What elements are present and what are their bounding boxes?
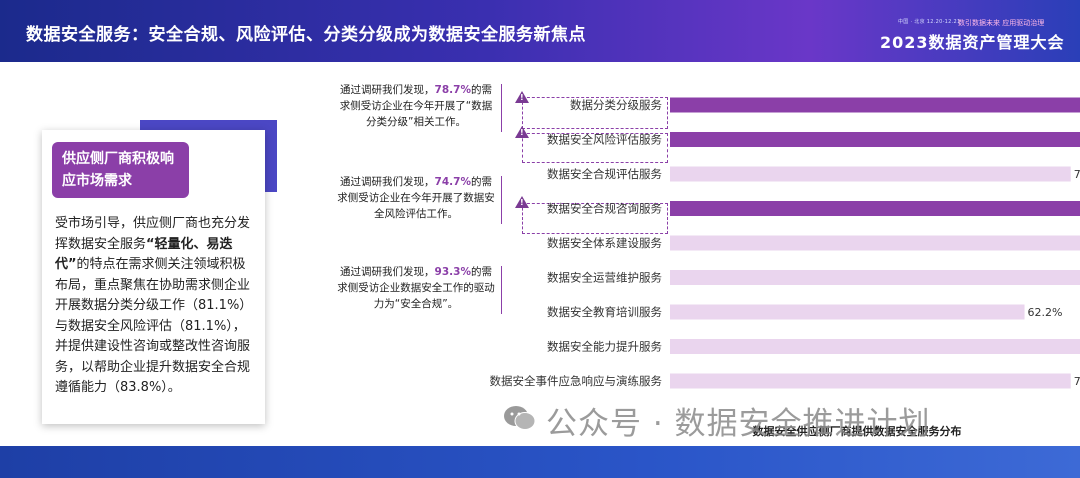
callout-3-value: 93.3%	[434, 266, 471, 278]
bar	[670, 339, 1080, 354]
chart-title: 数据安全供应侧厂商提供数据安全服务分布	[753, 424, 962, 438]
card-text-bold: “轻量化、易迭代”	[55, 236, 233, 273]
card-tag: 供应侧厂商积极响应市场需求	[52, 142, 189, 198]
category-label: 数据分类分级服务	[570, 98, 662, 112]
bar	[670, 235, 1080, 251]
callout-3-line	[501, 266, 502, 314]
bar	[670, 97, 1080, 113]
conference-slogan: 数引数据未来 应用驱动治理	[958, 19, 1045, 27]
service-distribution-chart: 数据分类分级服务81.1%数据安全风险评估服务81.1%数据安全合规评估服务70…	[490, 97, 1080, 438]
value-label: 70.3%	[1074, 375, 1080, 388]
category-label: 数据安全风险评估服务	[547, 133, 662, 147]
callout-2-post: 的需求侧受访企业在今年开展了数据安全风险评估工作。	[337, 176, 495, 220]
callout-2: 通过调研我们发现，74.7%的需求侧受访企业在今年开展了数据安全风险评估工作。	[336, 174, 496, 222]
value-label: 62.2%	[1028, 306, 1063, 319]
bar	[670, 304, 1025, 320]
warning-icon: !	[515, 91, 529, 103]
card-text-part2: 的特点在需求侧关注领域积极布局，重点聚焦在协助需求侧企业开展数据分类分级工作（8…	[55, 257, 253, 395]
bar	[670, 373, 1071, 389]
watermark: 公众号 · 数据安全推进计划	[546, 398, 931, 443]
conference-date: 中国 · 北京 12.20-12.21	[898, 19, 961, 25]
category-label: 数据安全教育培训服务	[547, 305, 662, 319]
callout-3-post: 的需求侧受访企业数据安全工作的驱动力为“安全合规”。	[337, 266, 495, 310]
callout-3-pre: 通过调研我们发现，	[340, 266, 435, 278]
callout-2-value: 74.7%	[434, 176, 471, 188]
callout-2-line	[501, 176, 502, 224]
callout-1-value: 78.7%	[434, 84, 471, 96]
category-label: 数据安全运营维护服务	[547, 271, 662, 285]
summary-card: 供应侧厂商积极响应市场需求 受市场引导，供应侧厂商也充分发挥数据安全服务“轻量化…	[42, 130, 265, 424]
category-label: 数据安全合规评估服务	[547, 167, 662, 181]
footer-band	[0, 446, 1080, 478]
callout-2-pre: 通过调研我们发现，	[340, 176, 435, 188]
category-label: 数据安全体系建设服务	[547, 236, 662, 250]
bar	[670, 270, 1080, 285]
callout-3: 通过调研我们发现，93.3%的需求侧受访企业数据安全工作的驱动力为“安全合规”。	[336, 264, 496, 312]
warning-icon: !	[515, 196, 529, 208]
highlight-box-1	[522, 97, 668, 129]
page-title: 数据安全服务：安全合规、风险评估、分类分级成为数据安全服务新焦点	[26, 25, 586, 45]
category-label: 数据安全能力提升服务	[547, 340, 662, 354]
wechat-icon	[504, 406, 536, 430]
watermark-text: 公众号 · 数据安全推进计划	[546, 406, 931, 442]
highlight-box-3	[522, 203, 668, 234]
header-banner: 数据安全服务：安全合规、风险评估、分类分级成为数据安全服务新焦点 中国 · 北京…	[0, 0, 1080, 62]
bar	[670, 201, 1080, 216]
card-body: 受市场引导，供应侧厂商也充分发挥数据安全服务“轻量化、易迭代”的特点在需求侧关注…	[55, 214, 255, 399]
bar	[670, 166, 1071, 182]
category-label: 数据安全事件应急响应与演练服务	[490, 374, 663, 388]
callout-1: 通过调研我们发现，78.7%的需求侧受访企业在今年开展了“数据分类分级”相关工作…	[336, 82, 496, 130]
callout-1-post: 的需求侧受访企业在今年开展了“数据分类分级”相关工作。	[339, 84, 493, 128]
callout-1-pre: 通过调研我们发现，	[340, 84, 435, 96]
value-label: 70.3%	[1074, 168, 1080, 181]
callout-1-line	[501, 84, 502, 132]
bar	[670, 132, 1080, 147]
warning-icon: !	[515, 126, 529, 138]
card-text-part1: 受市场引导，供应侧厂商也充分发挥数据安全服务	[55, 216, 251, 252]
conference-logo: 2023数据资产管理大会	[880, 33, 1065, 52]
category-label: 数据安全合规咨询服务	[547, 202, 662, 216]
highlight-box-2	[522, 133, 668, 163]
